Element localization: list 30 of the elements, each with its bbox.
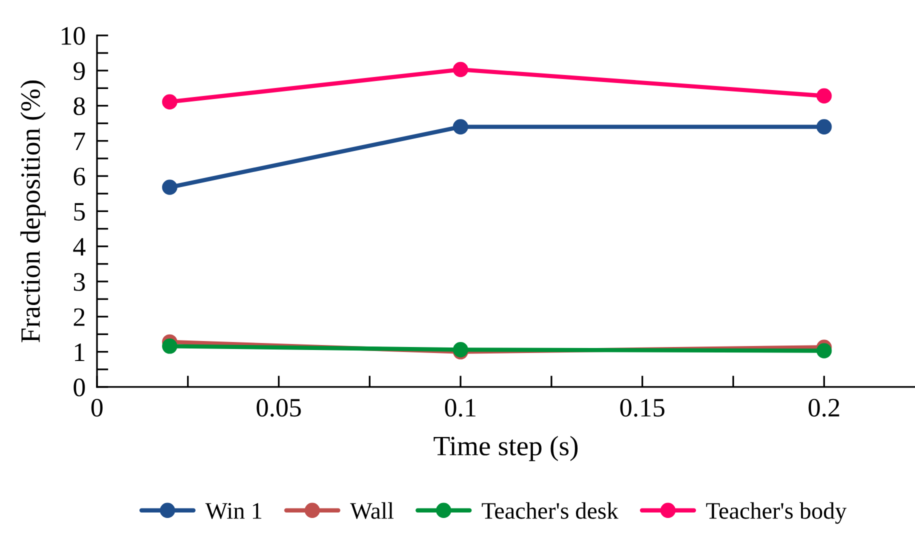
y-tick-label: 7	[74, 132, 86, 150]
point	[816, 88, 832, 104]
y-tick-label: 0	[74, 378, 85, 396]
y-axis-title: Fraction deposition (%)	[20, 80, 46, 342]
y-tick-label: 3	[74, 273, 85, 291]
legend-label: Wall	[350, 502, 394, 520]
x-axis-title: Time step (s)	[434, 436, 578, 462]
point	[452, 62, 468, 78]
legend-label: Teacher's desk	[482, 502, 618, 519]
x-tick-label: 0.05	[256, 398, 301, 417]
y-tick-label: 9	[74, 62, 85, 80]
point	[452, 119, 468, 134]
y-tick-label: 5	[74, 203, 85, 221]
point	[816, 343, 832, 358]
point	[816, 119, 832, 134]
y-tick-label: 6	[74, 168, 86, 186]
x-tick-label: 0.2	[808, 398, 840, 417]
y-tick-label: 4	[73, 238, 86, 256]
legend-label: Teacher's body	[706, 502, 847, 524]
x-tick-label: 0.1	[445, 398, 476, 417]
point	[162, 94, 178, 110]
y-tick-label: 1	[75, 344, 84, 361]
y-tick-label: 2	[74, 308, 84, 326]
legend-label: Win 1	[205, 503, 262, 520]
y-tick-label: 10	[62, 27, 85, 45]
point	[162, 180, 178, 195]
point	[162, 338, 178, 354]
x-tick-label: 0	[91, 398, 103, 417]
y-tick-label: 8	[74, 97, 85, 116]
x-tick-label: 0.15	[620, 398, 664, 417]
